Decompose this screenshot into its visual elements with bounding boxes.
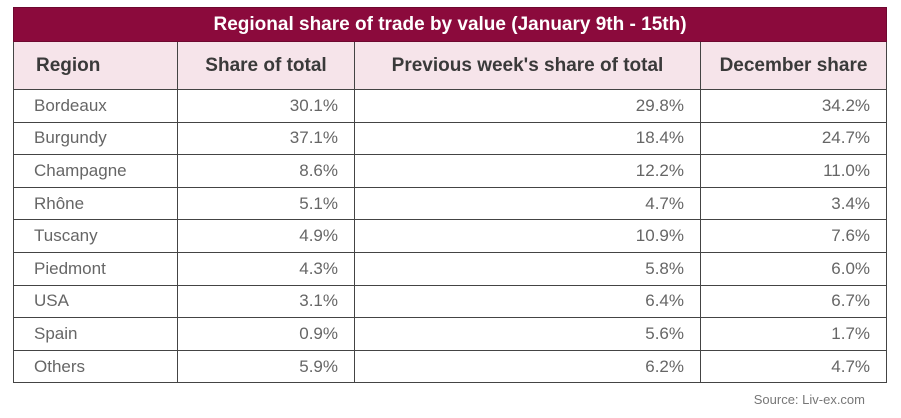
table-row: Bordeaux 30.1% 29.8% 34.2%: [13, 89, 888, 123]
previous-week-share-cell: 12.2%: [354, 154, 701, 188]
source-note: Source: Liv-ex.com: [753, 392, 865, 407]
share-of-total-cell: 30.1%: [177, 89, 355, 123]
december-share-cell: 6.7%: [699, 284, 888, 319]
region-cell: Rhône: [13, 186, 178, 221]
region-cell: Piedmont: [13, 251, 178, 286]
region-cell: Spain: [13, 317, 178, 351]
share-of-total-cell: 8.6%: [177, 154, 355, 188]
region-cell: Champagne: [13, 154, 178, 188]
table-body: Bordeaux 30.1% 29.8% 34.2% Burgundy 37.1% 18.4…: [13, 89, 888, 384]
share-of-total-cell: 0.9%: [177, 317, 355, 351]
table-row: Burgundy 37.1% 18.4% 24.7%: [13, 121, 888, 156]
previous-week-share-cell: 5.6%: [354, 317, 701, 351]
column-header-region: Region: [13, 41, 178, 90]
region-cell: Tuscany: [13, 219, 178, 253]
table-row: Tuscany 4.9% 10.9% 7.6%: [13, 219, 888, 253]
share-of-total-cell: 4.3%: [177, 251, 355, 286]
share-of-total-cell: 5.1%: [177, 186, 355, 221]
table-row: Spain 0.9% 5.6% 1.7%: [13, 317, 888, 351]
previous-week-share-cell: 5.8%: [354, 251, 701, 286]
table-row: USA 3.1% 6.4% 6.7%: [13, 284, 888, 319]
table-row: Others 5.9% 6.2% 4.7%: [13, 349, 888, 384]
december-share-cell: 3.4%: [699, 186, 888, 221]
region-cell: USA: [13, 284, 178, 319]
share-of-total-cell: 5.9%: [177, 349, 355, 384]
region-cell: Others: [13, 349, 178, 384]
region-cell: Bordeaux: [13, 89, 178, 123]
december-share-cell: 24.7%: [699, 121, 888, 156]
december-share-cell: 11.0%: [699, 154, 888, 188]
share-of-total-cell: 37.1%: [177, 121, 355, 156]
table-row: Rhône 5.1% 4.7% 3.4%: [13, 186, 888, 221]
trade-share-table: Regional share of trade by value (Januar…: [12, 7, 888, 384]
column-header-december-share: December share: [699, 41, 888, 90]
previous-week-share-cell: 6.4%: [354, 284, 701, 319]
december-share-cell: 1.7%: [699, 317, 888, 351]
region-cell: Burgundy: [13, 121, 178, 156]
previous-week-share-cell: 6.2%: [354, 349, 701, 384]
table-row: Champagne 8.6% 12.2% 11.0%: [13, 154, 888, 188]
december-share-cell: 7.6%: [699, 219, 888, 253]
column-header-previous-week-share: Previous week's share of total: [354, 41, 701, 90]
share-of-total-cell: 4.9%: [177, 219, 355, 253]
december-share-cell: 6.0%: [699, 251, 888, 286]
previous-week-share-cell: 18.4%: [354, 121, 701, 156]
december-share-cell: 34.2%: [699, 89, 888, 123]
trade-share-table-container: Regional share of trade by value (Januar…: [12, 7, 888, 384]
december-share-cell: 4.7%: [699, 349, 888, 384]
column-header-share-of-total: Share of total: [177, 41, 355, 90]
share-of-total-cell: 3.1%: [177, 284, 355, 319]
previous-week-share-cell: 4.7%: [354, 186, 701, 221]
table-row: Piedmont 4.3% 5.8% 6.0%: [13, 251, 888, 286]
previous-week-share-cell: 29.8%: [354, 89, 701, 123]
previous-week-share-cell: 10.9%: [354, 219, 701, 253]
table-title: Regional share of trade by value (Januar…: [12, 7, 888, 42]
